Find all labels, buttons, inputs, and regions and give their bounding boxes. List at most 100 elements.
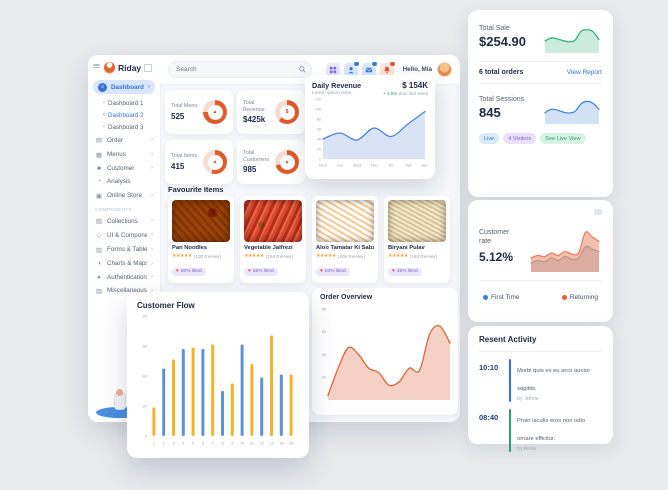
food-card-pan-noodles[interactable]: Pan Noodles ★★★★★ (130 Review) ♥ 50% liked (168, 196, 234, 283)
delta-note: than last week (398, 91, 428, 96)
stat-label: Total Customers (243, 150, 270, 163)
activity-title: Resent Activity (479, 335, 537, 344)
search-box[interactable] (168, 61, 312, 78)
logo-pin-icon[interactable] (144, 63, 153, 72)
svg-text:Fri: Fri (389, 163, 394, 168)
see-live-view-button[interactable]: See Live View (540, 133, 586, 144)
chevron-right-icon: › (151, 165, 153, 172)
arrow-up-icon: ▲ (212, 159, 218, 165)
sidebar-item-customer[interactable]: ☻ Customer › (95, 164, 153, 172)
accent-bar (509, 409, 511, 452)
mail-button[interactable] (361, 60, 378, 77)
chevron-right-icon: › (151, 246, 153, 253)
visitors-pill[interactable]: 4 Visitors (503, 133, 537, 144)
svg-text:120: 120 (315, 97, 321, 101)
arrow-up-icon: ▲ (284, 159, 290, 165)
stars-icon: ★★★★★ (316, 253, 336, 259)
sidebar-item-menus[interactable]: ▦ Menus › (95, 151, 153, 159)
svg-text:11: 11 (250, 442, 254, 446)
svg-text:80: 80 (317, 117, 321, 121)
dollar-icon: $ (285, 109, 289, 115)
accent-bar (509, 359, 511, 402)
stars-icon: ★★★★★ (172, 253, 192, 259)
sidebar-item-dashboard-3[interactable]: ‹ Dashboard 3 (103, 123, 144, 131)
notification-badge (389, 60, 396, 67)
sidebar-item-authentication[interactable]: ● Authentication › (93, 270, 155, 283)
activity-entry[interactable]: 10:10 Morbi quis ex eu arcu auctor sagit… (479, 359, 602, 402)
donut-chart: ▲ (275, 150, 299, 174)
sidebar-item-online-store[interactable]: ▣ Online Store › (95, 192, 153, 200)
sidebar-item-order[interactable]: ▤ Order › (95, 136, 153, 145)
heart-icon: ♥ (176, 269, 179, 274)
stat-card-total-revenue: Total Revenue $425k $ (237, 90, 305, 134)
activity-entry[interactable]: 08:40 Proin iaculis eros non odio ornare… (479, 409, 602, 452)
sidebar-item-miscellaneous[interactable]: ▨ Miscellaneous › (95, 287, 153, 295)
total-sessions-value: 845 (479, 105, 501, 120)
arrow-up-icon: ▲ (212, 109, 218, 115)
svg-text:3: 3 (172, 442, 174, 446)
stat-value: 415 (171, 161, 185, 171)
order-icon: ▤ (95, 137, 103, 145)
sidebar-item-forms-tables[interactable]: ▥ Forms & Tables › (95, 246, 153, 254)
activity-author: by Johne (517, 396, 539, 402)
customer-icon: ☻ (95, 164, 103, 172)
food-image (388, 200, 446, 242)
components-icon: ◇ (96, 232, 102, 240)
svg-text:5: 5 (192, 442, 194, 446)
menu-icon[interactable] (594, 209, 602, 215)
sidebar-item-ui-components[interactable]: ◇ UI & Components › (96, 231, 154, 240)
brand-logo[interactable]: Riday (88, 55, 160, 78)
svg-text:10: 10 (240, 442, 244, 446)
food-card-aloo-tamatar[interactable]: Aloo Tamatar Ki Sabzi ★★★★★ (205 Review) … (312, 196, 378, 283)
chevron-right-icon: › (151, 232, 153, 239)
food-card-biryani-pulav[interactable]: Biryani Pulav ★★★★★ (163 Review) ♥ 45% lik… (384, 196, 450, 283)
svg-text:Sat: Sat (405, 163, 412, 168)
apps-button[interactable] (325, 62, 340, 77)
notification-badge (371, 60, 378, 67)
sidebar-item-dashboard[interactable]: ⌂ Dashboard › (93, 80, 155, 94)
live-pill[interactable]: Live (479, 133, 500, 144)
search-input[interactable] (174, 65, 295, 74)
stars-icon: ★★★★★ (244, 253, 264, 259)
avatar[interactable] (437, 62, 452, 77)
card-title: Order Overview (320, 294, 373, 301)
stat-card-total-customers: Total Customers 985 ▲ (237, 140, 305, 184)
sidebar-item-collections[interactable]: ▧ Collections › (95, 217, 153, 226)
stat-value: $425k (243, 114, 266, 124)
heart-icon: ♥ (392, 269, 395, 274)
customer-rate-chart (530, 231, 600, 272)
collections-icon: ▧ (95, 218, 103, 226)
chevron-right-icon: › (151, 260, 153, 267)
svg-text:40: 40 (322, 353, 326, 357)
total-orders-text: 6 total orders (479, 69, 524, 76)
donut-chart: $ (275, 100, 299, 124)
activity-time: 10:10 (479, 363, 499, 372)
svg-text:20: 20 (322, 376, 326, 380)
svg-text:80: 80 (143, 313, 148, 318)
stat-value: 525 (171, 111, 185, 121)
notification-badge (353, 60, 360, 67)
sidebar-item-dashboard-1[interactable]: ‹ Dashboard 1 (103, 99, 144, 107)
menu-toggle-icon[interactable] (93, 63, 100, 69)
delta-value: + 1.5% (382, 91, 398, 96)
food-card-vegetable-jalfrezi[interactable]: Vegetable Jalfrezi ★★★★★ (154 Review) ♥ 55… (240, 196, 306, 283)
stars-icon: ★★★★★ (388, 253, 408, 259)
view-report-link[interactable]: View Report (566, 69, 602, 76)
svg-text:Mon: Mon (319, 163, 327, 168)
forms-icon: ▥ (95, 246, 103, 254)
sidebar-item-dashboard-2[interactable]: ‹ Dashboard 2 (103, 111, 144, 119)
activity-text: Proin iaculis eros non odio ornare effic… (517, 418, 585, 442)
chevron-down-icon: › (148, 84, 150, 90)
total-sessions-sparkline (544, 100, 600, 124)
svg-text:6: 6 (202, 442, 204, 446)
mail-icon (365, 67, 373, 72)
user-button[interactable] (343, 60, 360, 77)
svg-text:14: 14 (279, 442, 283, 446)
svg-text:9: 9 (231, 442, 233, 446)
sidebar-item-analysis[interactable]: ◔ Analysis (93, 175, 155, 188)
bell-button[interactable] (379, 60, 396, 77)
heart-icon: ♥ (320, 269, 323, 274)
sidebar-item-charts-maps[interactable]: ◑ Charts & Maps › (93, 257, 155, 270)
card-subtitle: Lorem ipsum dolor (312, 91, 352, 96)
menus-icon: ▦ (95, 151, 103, 159)
